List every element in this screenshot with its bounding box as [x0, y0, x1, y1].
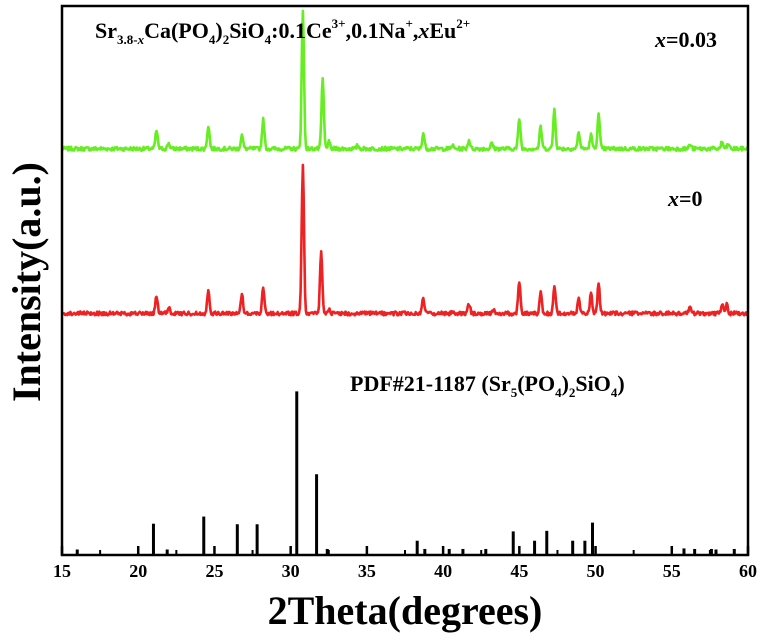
x-axis-label: 2Theta(degrees) — [268, 588, 543, 633]
x-tick-label: 50 — [587, 561, 605, 581]
x-tick-label: 30 — [282, 561, 300, 581]
series-line-x003 — [60, 9, 750, 152]
x-tick-label: 25 — [205, 561, 223, 581]
reference-label: PDF#21-1187 (Sr5(PO4)2SiO4) — [350, 371, 625, 400]
x-tick-label: 35 — [358, 561, 376, 581]
plot-frame — [60, 4, 750, 557]
x-tick-label: 15 — [53, 561, 71, 581]
x-tick-label: 45 — [510, 561, 528, 581]
y-axis-label: Intensity(a.u.) — [4, 162, 49, 402]
reference-pattern — [75, 391, 736, 555]
x-tick-label: 60 — [739, 561, 757, 581]
x-tick-label: 55 — [663, 561, 681, 581]
formula-annotation: Sr3.8-xCa(PO4)2SiO4:0.1Ce3+,0.1Na+,xEu2+ — [95, 16, 470, 47]
series-label-x003: x=0.03 — [654, 27, 717, 52]
x-axis: 15 20 25 30 35 40 45 50 55 60 — [53, 546, 757, 581]
x-tick-label: 40 — [434, 561, 452, 581]
plot-series — [60, 9, 750, 317]
x-tick-label: 20 — [129, 561, 147, 581]
series-label-x0: x=0 — [667, 186, 703, 211]
series-line-x0 — [60, 163, 749, 317]
